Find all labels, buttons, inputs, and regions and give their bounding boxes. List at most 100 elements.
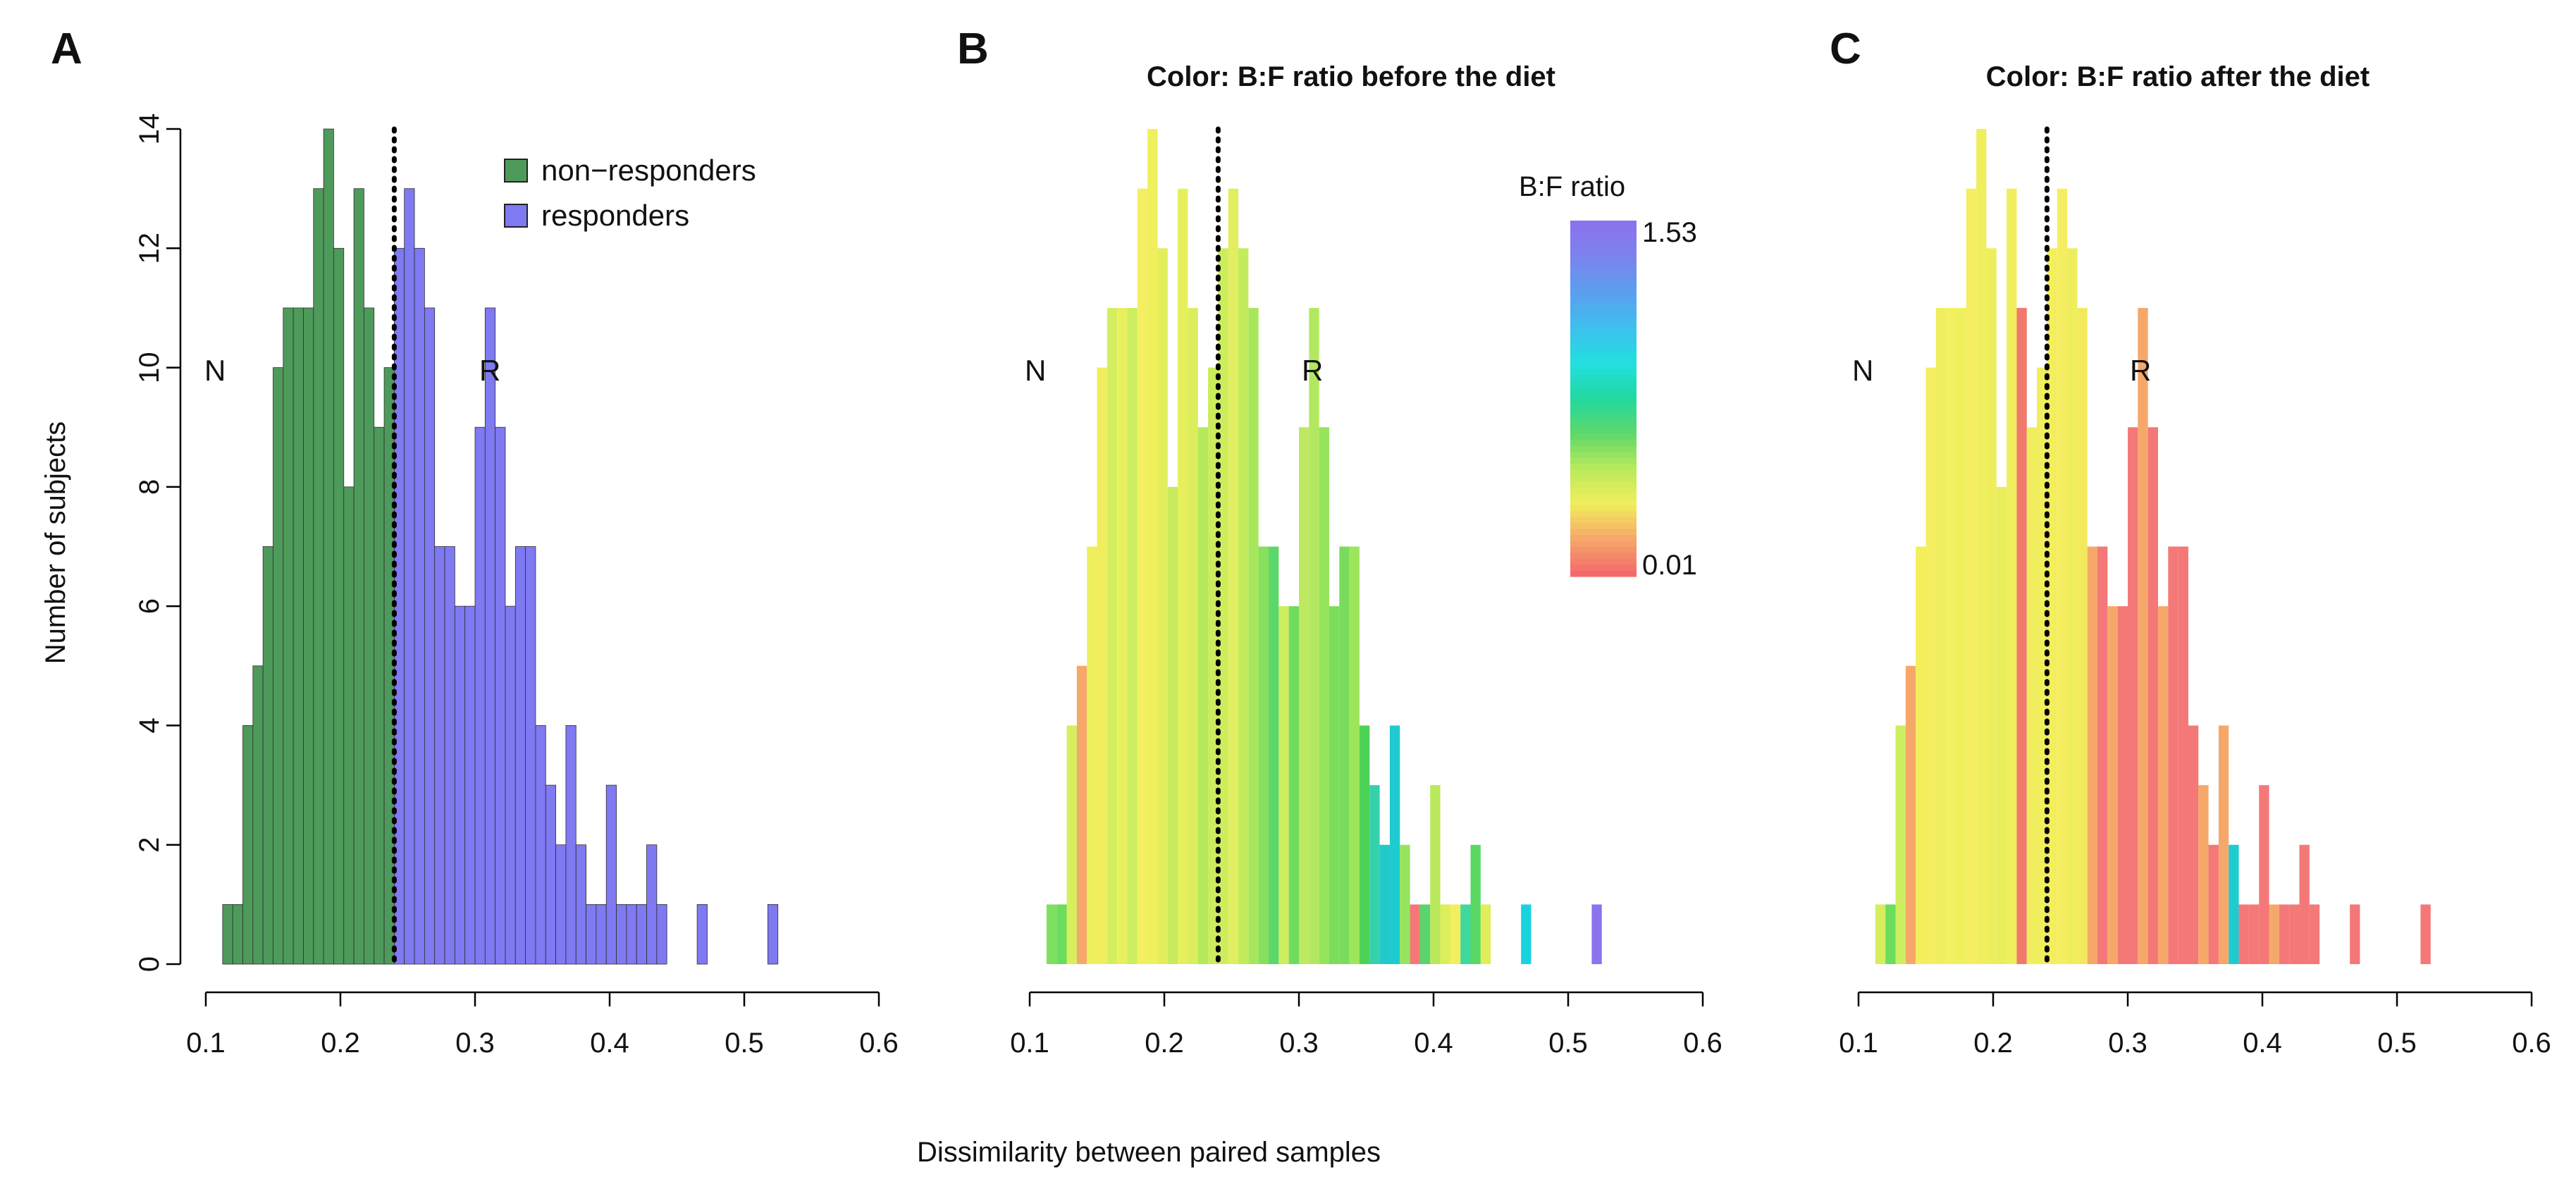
histogram-bar <box>1248 307 1259 964</box>
histogram-bar <box>414 247 425 965</box>
histogram-bar <box>1875 904 1886 964</box>
y-tick-label: 2 <box>134 837 165 853</box>
histogram-bar <box>505 605 516 965</box>
panel-c-bars <box>1875 129 2431 965</box>
colorbar-strip <box>1570 273 1637 280</box>
histogram-bar <box>605 784 617 965</box>
histogram-bar <box>1976 129 1987 964</box>
histogram-bar <box>454 605 466 965</box>
histogram-bar <box>1117 307 1128 964</box>
histogram-bar <box>2198 785 2209 964</box>
colorbar-strip <box>1570 232 1637 239</box>
histogram-bar <box>474 426 486 965</box>
colorbar-strip <box>1570 256 1637 263</box>
colorbar-strip <box>1570 416 1637 423</box>
panel-b-bars <box>1046 129 1602 965</box>
x-tick-label: 0.2 <box>321 1028 360 1059</box>
colorbar-title: B:F ratio <box>1519 171 1625 202</box>
colorbar-strip <box>1570 285 1637 292</box>
colorbar-strip <box>1570 393 1637 400</box>
y-tick-label: 10 <box>134 352 165 383</box>
histogram-bar <box>1238 248 1249 964</box>
panel-b: B Color: B:F ratio before the diet 0.1 0.… <box>957 25 1723 1059</box>
histogram-bar <box>656 904 667 965</box>
histogram-bar <box>1956 307 1966 964</box>
x-tick-label: 0.4 <box>2243 1028 2282 1059</box>
histogram-bar <box>1349 546 1360 964</box>
colorbar-strip <box>1570 357 1637 364</box>
histogram-bar <box>596 904 607 965</box>
histogram-bar <box>353 188 364 965</box>
histogram-bar <box>495 426 506 965</box>
histogram-bar <box>1178 188 1188 965</box>
histogram-bar <box>1218 248 1228 964</box>
colorbar-strip <box>1570 475 1637 482</box>
panel-letter-c: C <box>1830 25 1861 73</box>
histogram-bar <box>2037 367 2047 964</box>
x-axis-label: Dissimilarity between paired samples <box>917 1137 1381 1168</box>
colorbar-strip <box>1570 440 1637 447</box>
x-tick-label: 0.1 <box>186 1028 226 1059</box>
histogram-bar <box>1369 785 1380 964</box>
x-tick-label: 0.1 <box>1010 1028 1049 1059</box>
colorbar-strip <box>1570 297 1637 304</box>
colorbar-strip <box>1570 570 1637 577</box>
x-tick-label: 0.3 <box>2108 1028 2147 1059</box>
x-tick-label: 0.5 <box>1548 1028 1588 1059</box>
colorbar-strip <box>1570 238 1637 245</box>
colorbar-strip <box>1570 428 1637 435</box>
histogram-bar <box>525 546 536 965</box>
histogram-bar <box>424 307 436 965</box>
histogram-bar <box>1087 546 1097 964</box>
histogram-bar <box>1996 486 2007 964</box>
histogram-bar <box>2097 546 2108 964</box>
x-tick-label: 0.3 <box>1279 1028 1319 1059</box>
colorbar-strip <box>1570 445 1637 452</box>
histogram-bar <box>1935 307 1947 964</box>
histogram-bar <box>2350 904 2360 964</box>
histogram-bar <box>2279 904 2290 964</box>
panel-c-region-n: N <box>1852 354 1873 387</box>
colorbar-strip <box>1570 511 1637 518</box>
colorbar-strip <box>1570 381 1637 388</box>
colorbar-strip <box>1570 452 1637 459</box>
histogram-bar <box>636 904 647 965</box>
histogram-bar <box>2248 904 2260 964</box>
histogram-bar <box>545 784 557 965</box>
histogram-bar <box>364 307 375 965</box>
histogram-bar <box>1521 904 1532 964</box>
histogram-bar <box>586 904 597 965</box>
colorbar-strip <box>1570 565 1637 572</box>
histogram-bar <box>1319 427 1329 964</box>
histogram-bar <box>1097 367 1107 964</box>
colorbar-strip <box>1570 553 1637 560</box>
histogram-bar <box>313 188 324 965</box>
histogram-bar <box>444 546 455 965</box>
y-tick-label: 8 <box>134 479 165 495</box>
x-tick-label: 0.5 <box>725 1028 764 1059</box>
histogram-bar <box>555 844 567 965</box>
colorbar-strip <box>1570 303 1637 310</box>
histogram-bar <box>484 307 496 965</box>
colorbar-strip <box>1570 404 1637 411</box>
panel-b-region-n: N <box>1025 354 1046 387</box>
histogram-bar <box>1359 725 1370 964</box>
colorbar-strip <box>1570 493 1637 500</box>
histogram-bar <box>1208 367 1219 964</box>
colorbar-strip <box>1570 469 1637 476</box>
legend-swatch-non-responders <box>504 159 528 183</box>
colorbar-strip <box>1570 221 1637 228</box>
histogram-bar <box>434 546 445 965</box>
histogram-bar <box>1076 665 1087 964</box>
legend-swatch-responders <box>504 204 528 228</box>
colorbar-strip <box>1570 546 1637 553</box>
panel-b-title: Color: B:F ratio before the diet <box>1147 61 1555 92</box>
histogram-bar <box>323 128 334 965</box>
panel-a: A 0.1 0.2 0.3 0.4 0.5 0.6 0 2 4 6 8 10 12 14 N R non… <box>40 25 899 1059</box>
colorbar-min-label: 0.01 <box>1642 550 1697 581</box>
histogram-bar <box>1895 725 1906 964</box>
histogram-bar <box>1258 546 1269 964</box>
colorbar-strip <box>1570 327 1637 334</box>
histogram-bar <box>1329 606 1340 964</box>
y-tick-label: 12 <box>134 233 165 264</box>
